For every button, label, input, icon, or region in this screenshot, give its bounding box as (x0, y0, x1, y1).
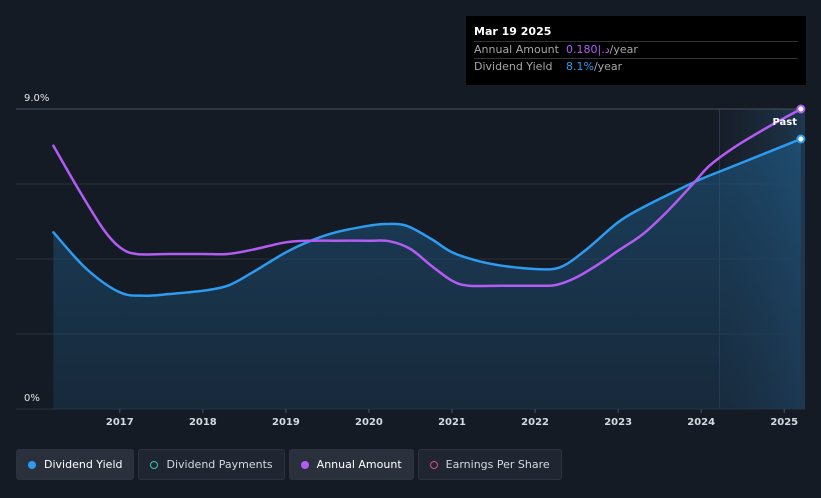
past-label: Past (772, 117, 797, 128)
dividend-yield-endpoint (796, 134, 806, 144)
y-axis-max-label: 9.0% (24, 93, 49, 104)
tooltip-date: Mar 19 2025 (474, 25, 552, 38)
legend-label-dividend-payments: Dividend Payments (166, 458, 273, 471)
tooltip-value-dividend-yield: 8.1% (566, 60, 594, 73)
x-tick-label: 2021 (438, 417, 466, 428)
legend-dot-icon (28, 460, 36, 469)
dividend-yield-line (52, 137, 803, 297)
x-tick-label: 2019 (272, 417, 300, 428)
x-tick-label: 2024 (687, 417, 715, 428)
x-tick-label: 2020 (355, 417, 383, 428)
tooltip-unit-dividend-yield: /year (593, 60, 623, 73)
y-axis-min-label: 0% (24, 393, 40, 404)
annual-amount-line (52, 107, 803, 288)
legend-item-earnings-per-share[interactable]: Earnings Per Share (417, 449, 562, 480)
x-tick-label: 2025 (770, 417, 798, 428)
legend-dot-icon (300, 460, 309, 469)
annual-amount-endpoint (796, 104, 806, 114)
x-tick-label: 2023 (604, 417, 632, 428)
legend-label-earnings-per-share: Earnings Per Share (445, 458, 550, 471)
x-tick-label: 2017 (106, 417, 134, 428)
dividend-yield-area (53, 139, 801, 409)
tooltip-label-dividend-yield: Dividend Yield (474, 60, 553, 73)
x-tick-label: 2018 (189, 417, 217, 428)
legend-item-dividend-payments[interactable]: Dividend Payments (138, 449, 285, 480)
tooltip-row-dividend-yield: Dividend Yield 8.1% /year (474, 58, 798, 75)
legend-ring-icon (429, 460, 438, 469)
legend-label-annual-amount: Annual Amount (316, 458, 402, 471)
tooltip-unit-annual-amount: /year (609, 43, 638, 56)
legend-ring-icon (150, 460, 159, 469)
legend-item-dividend-yield[interactable]: Dividend Yield (16, 449, 135, 480)
legend-item-annual-amount[interactable]: Annual Amount (288, 449, 414, 480)
chart-legend: Dividend Yield Dividend Payments Annual … (16, 449, 566, 480)
legend-label-dividend-yield: Dividend Yield (44, 458, 123, 471)
x-tick-label: 2022 (521, 417, 549, 428)
tooltip-value-annual-amount: 0.180|.د (566, 43, 610, 56)
chart-tooltip: Mar 19 2025 Annual Amount 0.180|.د /year… (466, 16, 806, 85)
tooltip-row-annual-amount: Annual Amount 0.180|.د /year (474, 41, 798, 58)
tooltip-label-annual-amount: Annual Amount (474, 43, 559, 56)
